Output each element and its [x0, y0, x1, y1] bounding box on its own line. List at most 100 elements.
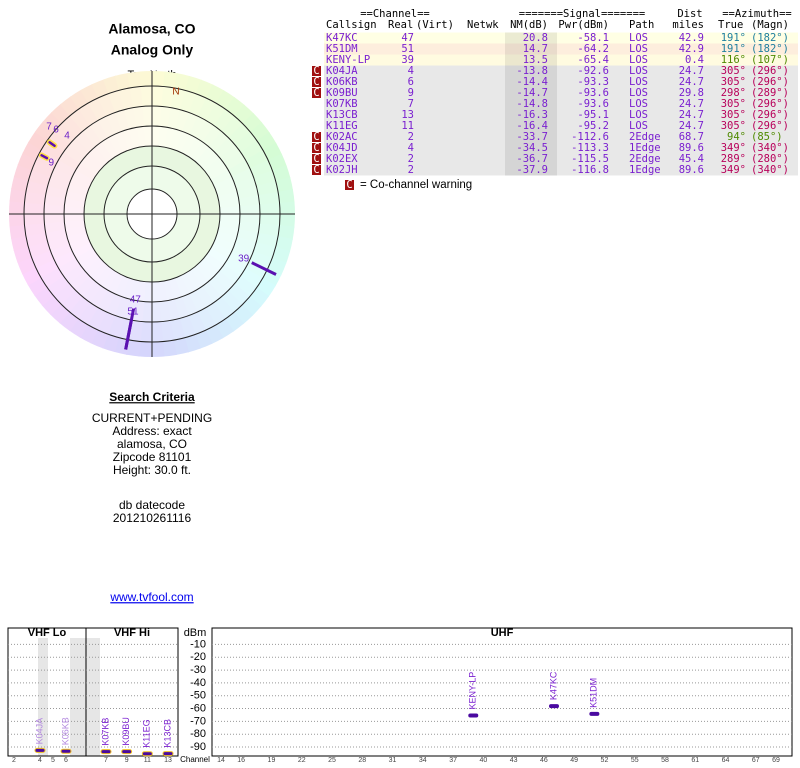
cell-magn: (85°)	[751, 131, 783, 143]
cell-path: 2Edge	[629, 153, 661, 165]
cell-dist: 24.7	[679, 98, 704, 110]
x-tick-label: 40	[479, 757, 487, 764]
signal-marker	[468, 713, 479, 718]
row-background	[324, 98, 798, 110]
cell-path: LOS	[629, 65, 648, 77]
cell-pwr: -113.3	[571, 142, 609, 154]
row-background	[324, 87, 798, 99]
cell-real: 4	[408, 65, 414, 77]
cell-dist: 0.4	[685, 54, 704, 66]
station-ray	[124, 320, 133, 350]
cell-nm: -37.9	[516, 164, 548, 176]
cell-pwr: -64.2	[577, 43, 609, 55]
cell-real: 11	[401, 120, 414, 132]
station-ray	[251, 261, 277, 276]
station-label: K07KB	[100, 718, 110, 746]
section-label: VHF Hi	[114, 627, 150, 639]
cell-magn: (182°)	[751, 43, 789, 55]
subtitle: Analog Only	[111, 42, 194, 58]
search-line: Address: exact	[112, 424, 192, 438]
x-tick-label: 34	[419, 757, 427, 764]
cell-real: 2	[408, 153, 414, 165]
cell-nm: -33.7	[516, 131, 548, 143]
warning-icon: C	[313, 164, 319, 176]
cell-magn: (296°)	[751, 120, 789, 132]
cell-callsign: K09BU	[326, 87, 358, 99]
signal-marker	[162, 751, 174, 757]
x-tick-label: 7	[104, 757, 108, 764]
link[interactable]: www.tvfool.com	[109, 590, 193, 604]
db-value: 201210261116	[113, 511, 192, 525]
signal-marker	[60, 748, 72, 754]
row-background	[324, 131, 798, 143]
cell-pwr: -115.5	[571, 153, 609, 165]
column-header: NM(dB)	[510, 19, 548, 31]
cell-true: 191°	[721, 32, 746, 44]
warning-icon-bg	[312, 143, 321, 153]
legend-text: = Co-channel warning	[360, 179, 472, 191]
cell-dist: 24.7	[679, 109, 704, 121]
warning-icon-bg	[312, 77, 321, 87]
cell-path: LOS	[629, 32, 648, 44]
y-tick-label: -80	[190, 728, 206, 740]
station-table: ==Channel== =======Signal======= Dist ==Azi…	[312, 8, 798, 191]
cell-pwr: -65.4	[577, 54, 609, 66]
warning-icon: C	[313, 131, 319, 143]
cell-dist: 24.7	[679, 76, 704, 88]
signal-marker	[549, 704, 559, 709]
cell-callsign: K02EX	[326, 153, 358, 165]
x-tick-label: 5	[51, 757, 55, 764]
cell-true: 305°	[721, 98, 746, 110]
row-background	[324, 164, 798, 176]
cell-real: 39	[401, 54, 414, 66]
cell-nm: -36.7	[516, 153, 548, 165]
cell-callsign: KENY-LP	[326, 54, 370, 66]
cell-pwr: -95.1	[577, 109, 609, 121]
group-header: ==Azimuth==	[722, 8, 792, 20]
cell-magn: (296°)	[751, 98, 789, 110]
cell-real: 9	[408, 87, 414, 99]
signal-marker	[589, 711, 600, 716]
x-tick-label: 61	[691, 757, 699, 764]
y-tick-label: -60	[190, 702, 206, 714]
x-tick-label: 19	[268, 757, 276, 764]
search-line: Zipcode 81101	[113, 450, 192, 464]
row-background	[324, 43, 798, 55]
cell-pwr: -93.6	[577, 98, 609, 110]
cell-pwr: -93.6	[577, 87, 609, 99]
cell-callsign: K06KB	[326, 76, 358, 88]
y-axis-label: dBm	[184, 627, 207, 639]
cell-real: 2	[408, 131, 414, 143]
cell-path: LOS	[629, 43, 648, 55]
cell-pwr: -116.8	[571, 164, 609, 176]
y-tick-label: -90	[190, 741, 206, 753]
cell-true: 305°	[721, 76, 746, 88]
group-header: =======Signal=======	[519, 8, 645, 20]
x-tick-label: 13	[164, 757, 172, 764]
cell-true: 298°	[721, 87, 746, 99]
row-background	[324, 153, 798, 165]
cell-dist: 24.7	[679, 65, 704, 77]
column-header: True	[718, 19, 743, 31]
cell-dist: 42.9	[679, 43, 704, 55]
x-tick-label: 4	[38, 757, 42, 764]
cell-real: 13	[401, 109, 414, 121]
x-tick-label: 22	[298, 757, 306, 764]
cell-nm: -16.4	[516, 120, 548, 132]
cell-true: 305°	[721, 109, 746, 121]
cell-real: 4	[408, 142, 414, 154]
cell-magn: (340°)	[751, 164, 789, 176]
y-tick-label: -70	[190, 715, 206, 727]
cell-dist: 42.9	[679, 32, 704, 44]
cell-path: LOS	[629, 109, 648, 121]
search-title: Search Criteria	[109, 390, 195, 404]
station-label: KENY-LP	[468, 672, 478, 710]
x-axis-label: Channel	[180, 755, 210, 764]
x-tick-label: 37	[449, 757, 457, 764]
warning-icon-bg	[345, 180, 354, 190]
x-tick-label: 28	[358, 757, 366, 764]
cell-nm: -34.5	[516, 142, 548, 154]
column-shade	[505, 32, 557, 176]
y-tick-label: -20	[190, 651, 206, 663]
